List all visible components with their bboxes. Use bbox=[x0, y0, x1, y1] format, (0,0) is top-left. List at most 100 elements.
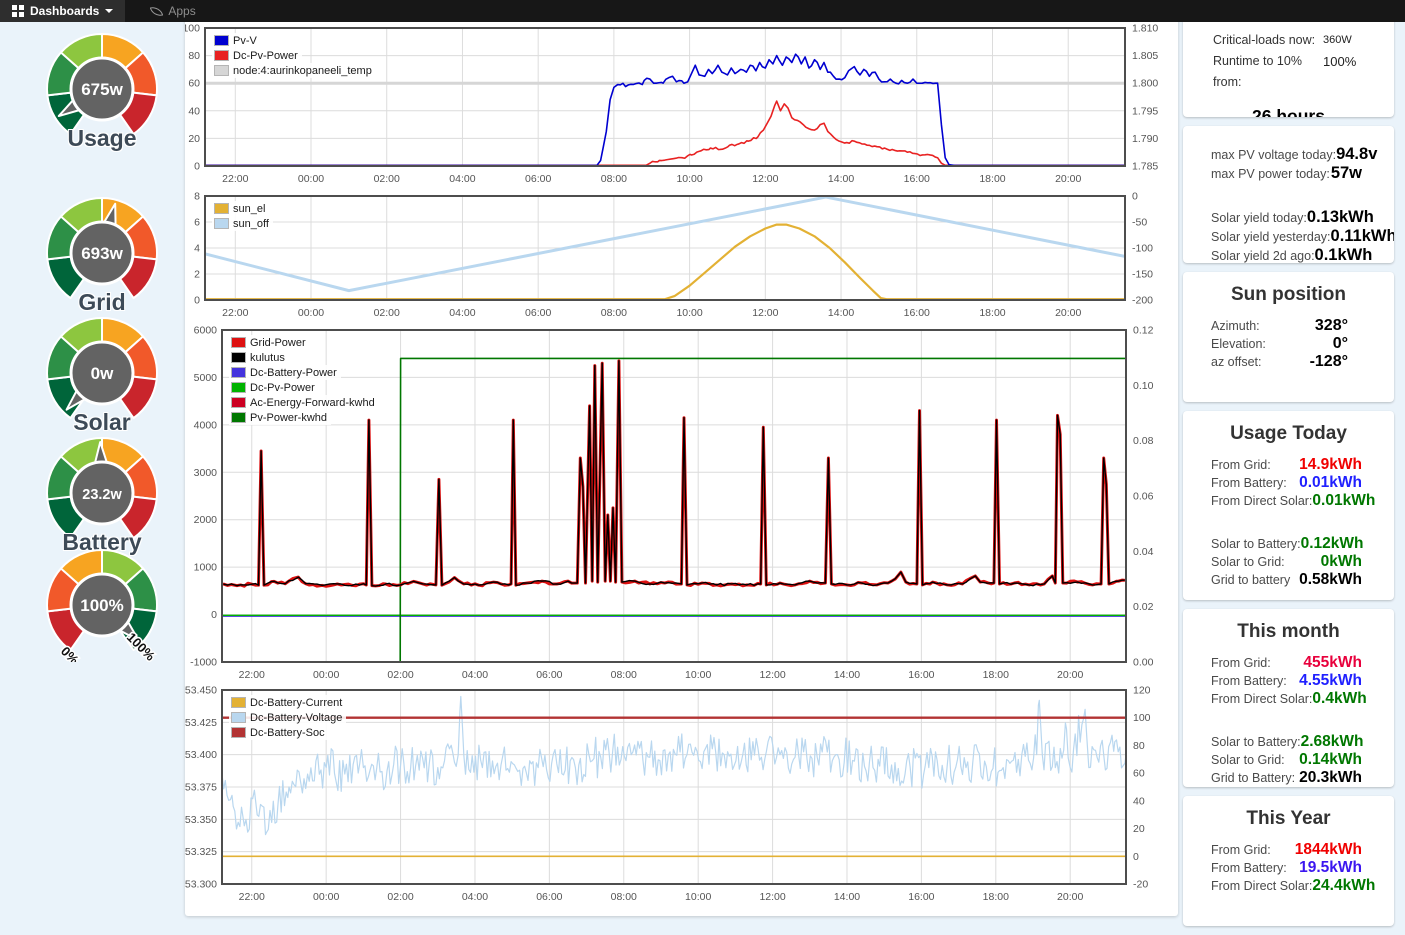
legend-item-pv-power-kwhd: Pv-Power-kwhd bbox=[229, 410, 331, 425]
stat-value: 0.11kWh bbox=[1331, 228, 1394, 244]
svg-text:18:00: 18:00 bbox=[983, 669, 1009, 681]
svg-text:675w: 675w bbox=[81, 80, 123, 99]
legend-item-dc-pv-power: Dc-Pv-Power bbox=[212, 48, 302, 63]
legend-swatch-grid-power bbox=[231, 337, 246, 348]
apps-menu[interactable]: Apps bbox=[139, 0, 207, 22]
legend-swatch-kulutus bbox=[231, 352, 246, 363]
svg-text:00:00: 00:00 bbox=[313, 669, 339, 681]
stat-row: From Direct Solar:0.01kWh bbox=[1183, 493, 1394, 509]
svg-text:-100: -100 bbox=[1132, 243, 1153, 255]
svg-text:1.805: 1.805 bbox=[1132, 50, 1158, 62]
dashboards-label: Dashboards bbox=[30, 4, 99, 18]
stat-label: From Grid: bbox=[1211, 842, 1295, 858]
svg-text:18:00: 18:00 bbox=[979, 173, 1005, 185]
svg-text:1.810: 1.810 bbox=[1132, 23, 1158, 35]
charts-panel: 0204060801001.7851.7901.7951.8001.8051.8… bbox=[185, 15, 1178, 916]
stat-value: 20.3kWh bbox=[1299, 770, 1362, 786]
svg-text:18:00: 18:00 bbox=[983, 891, 1009, 903]
legend-label-dc-battery-soc: Dc-Battery-Soc bbox=[250, 727, 325, 739]
stat-label: Solar to Grid: bbox=[1211, 554, 1321, 570]
stat-value: 100% bbox=[1323, 51, 1394, 93]
svg-text:06:00: 06:00 bbox=[536, 891, 562, 903]
stat-value: 19.5kWh bbox=[1299, 860, 1362, 876]
stat-row: Solar to Battery:0.12kWh bbox=[1183, 536, 1394, 552]
svg-text:00:00: 00:00 bbox=[298, 173, 324, 185]
svg-text:20:00: 20:00 bbox=[1057, 891, 1083, 903]
stat-value: 1844kWh bbox=[1295, 842, 1362, 858]
stat-label: Solar yield today: bbox=[1211, 210, 1307, 226]
legend-label-pv-v: Pv-V bbox=[233, 35, 257, 47]
stat-label: max PV power today: bbox=[1211, 166, 1331, 182]
svg-text:-50: -50 bbox=[1132, 217, 1147, 229]
stat-value: 57w bbox=[1331, 165, 1362, 181]
stat-label: From Battery: bbox=[1211, 673, 1299, 689]
legend-label-ac-energy-forward-kwhd: Ac-Energy-Forward-kwhd bbox=[250, 397, 375, 409]
chart-sun[interactable]: 024680-50-100-150-20022:0000:0002:0004:0… bbox=[185, 188, 1178, 326]
stat-group: From Grid:1844kWhFrom Battery:19.5kWhFro… bbox=[1183, 842, 1394, 894]
svg-text:2000: 2000 bbox=[194, 514, 218, 526]
stat-value: 0° bbox=[1333, 336, 1348, 352]
stat-value: 2.68kWh bbox=[1301, 734, 1364, 750]
svg-text:23.2w: 23.2w bbox=[82, 487, 122, 503]
legend-label-dc-battery-power: Dc-Battery-Power bbox=[250, 367, 337, 379]
apps-label: Apps bbox=[168, 4, 195, 18]
svg-text:0.10: 0.10 bbox=[1133, 380, 1154, 392]
stat-label: Grid to Battery: bbox=[1211, 770, 1299, 786]
stat-value: 24.4kWh bbox=[1312, 878, 1375, 894]
stat-value: -128° bbox=[1310, 354, 1348, 370]
stat-row: From Grid:14.9kWh bbox=[1183, 457, 1394, 473]
legend-label-kulutus: kulutus bbox=[250, 352, 285, 364]
chart-batt-legend: Dc-Battery-CurrentDc-Battery-VoltageDc-B… bbox=[229, 695, 346, 740]
stat-row: Solar to Grid:0kWh bbox=[1183, 554, 1394, 570]
svg-text:0.06: 0.06 bbox=[1133, 491, 1154, 503]
stat-row: max PV voltage today:94.8v bbox=[1183, 146, 1394, 163]
svg-text:16:00: 16:00 bbox=[904, 173, 930, 185]
top-bar: Dashboards Apps bbox=[0, 0, 1405, 22]
svg-text:1.795: 1.795 bbox=[1132, 105, 1158, 117]
svg-text:10:00: 10:00 bbox=[676, 173, 702, 185]
dashboards-menu[interactable]: Dashboards bbox=[0, 0, 125, 22]
svg-text:16:00: 16:00 bbox=[908, 891, 934, 903]
legend-item-dc-battery-power: Dc-Battery-Power bbox=[229, 365, 341, 380]
svg-text:04:00: 04:00 bbox=[462, 891, 488, 903]
stat-row: Grid to battery0.58kWh bbox=[1183, 572, 1394, 588]
legend-swatch-ac-energy-forward-kwhd bbox=[231, 397, 246, 408]
svg-text:1000: 1000 bbox=[194, 562, 218, 574]
stat-row: Solar yield 2d ago:0.1kWh bbox=[1183, 247, 1394, 263]
stat-row: Elevation:0° bbox=[1183, 336, 1394, 352]
gauge-usage: 675wUsage bbox=[40, 32, 164, 152]
legend-swatch-dc-battery-current bbox=[231, 697, 246, 708]
gauge-soc: 100%0%100% bbox=[40, 548, 164, 667]
svg-text:18:00: 18:00 bbox=[979, 307, 1005, 319]
svg-text:10:00: 10:00 bbox=[685, 891, 711, 903]
legend-label-sun-off: sun_off bbox=[233, 218, 269, 230]
svg-text:02:00: 02:00 bbox=[374, 307, 400, 319]
svg-text:120: 120 bbox=[1133, 685, 1151, 697]
svg-text:0: 0 bbox=[211, 609, 217, 621]
stat-row: From Grid:455kWh bbox=[1183, 655, 1394, 671]
chevron-down-icon bbox=[105, 9, 113, 13]
svg-text:16:00: 16:00 bbox=[904, 307, 930, 319]
stat-label: Runtime to 10% from: bbox=[1213, 51, 1323, 93]
legend-swatch-pv-v bbox=[214, 35, 229, 46]
legend-item-ac-energy-forward-kwhd: Ac-Energy-Forward-kwhd bbox=[229, 395, 379, 410]
svg-text:0.08: 0.08 bbox=[1133, 435, 1154, 447]
svg-text:22:00: 22:00 bbox=[222, 307, 248, 319]
svg-text:20: 20 bbox=[188, 133, 200, 145]
stat-group: Azimuth:328°Elevation:0°az offset:-128° bbox=[1183, 318, 1394, 370]
stat-value: 94.8v bbox=[1336, 146, 1377, 162]
stat-label: From Battery: bbox=[1211, 475, 1299, 491]
stat-row: From Direct Solar:24.4kWh bbox=[1183, 878, 1394, 894]
legend-item-dc-battery-voltage: Dc-Battery-Voltage bbox=[229, 710, 346, 725]
svg-text:14:00: 14:00 bbox=[828, 173, 854, 185]
stat-row: Runtime to 10% from:100% bbox=[1183, 51, 1394, 93]
stat-card-pv: max PV voltage today:94.8v max PV power t… bbox=[1183, 126, 1394, 263]
legend-swatch-dc-pv-power bbox=[231, 382, 246, 393]
svg-text:08:00: 08:00 bbox=[601, 173, 627, 185]
svg-text:53.450: 53.450 bbox=[185, 685, 217, 697]
svg-text:0: 0 bbox=[1132, 191, 1138, 203]
card-title-year: This Year bbox=[1183, 796, 1394, 830]
stat-label: Azimuth: bbox=[1211, 318, 1315, 334]
legend-label-sun-el: sun_el bbox=[233, 203, 265, 215]
stat-big-value: 26 hours bbox=[1183, 106, 1394, 117]
